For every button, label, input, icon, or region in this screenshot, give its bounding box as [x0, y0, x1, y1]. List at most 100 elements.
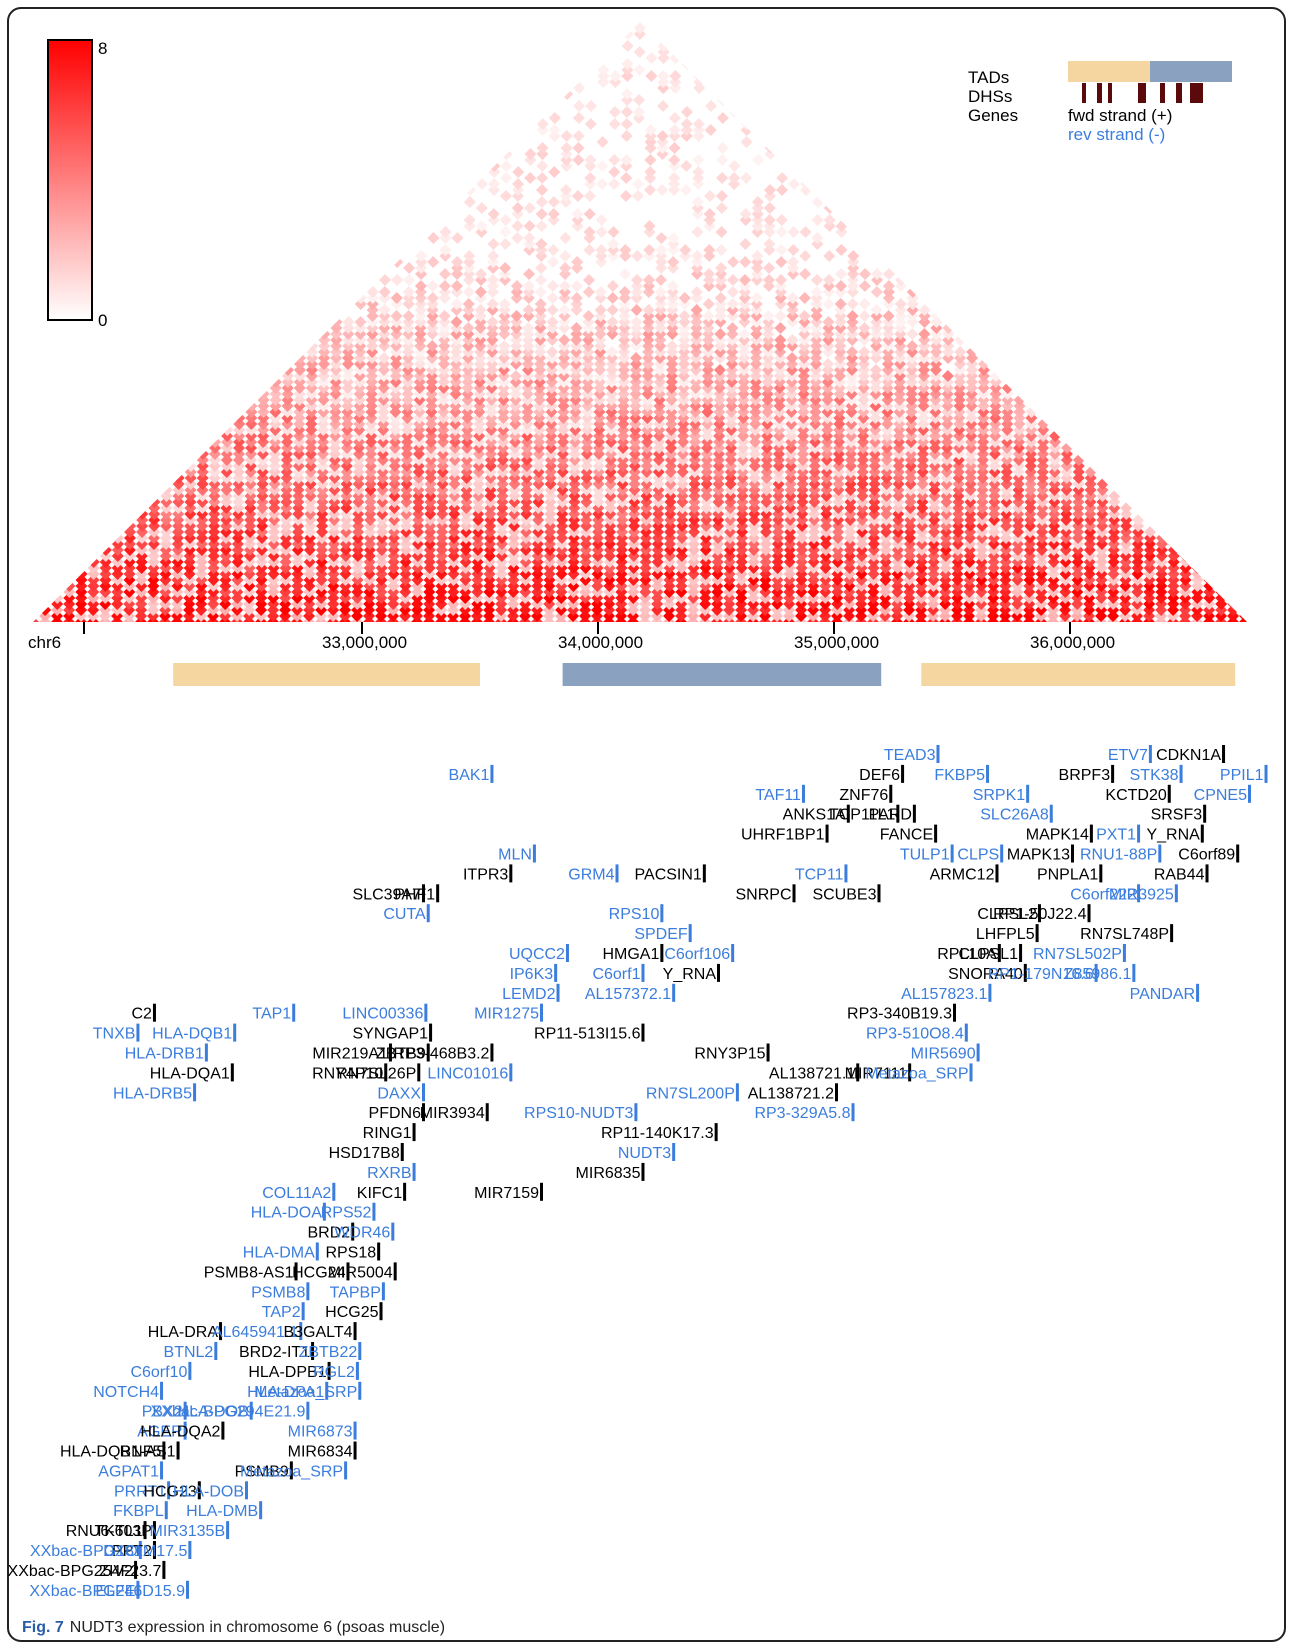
heatmap-cell — [620, 118, 633, 130]
gene-body — [1203, 804, 1207, 823]
gene-label: RNU1-88P — [1080, 847, 1157, 864]
gene-label: Metazoa_SRP — [254, 1384, 357, 1401]
gene-body — [1170, 924, 1174, 943]
heatmap-cell — [1012, 526, 1025, 538]
heatmap-cell — [644, 184, 657, 196]
heatmap-cell — [547, 244, 560, 256]
gene-label: RP1-50J22.4 — [993, 906, 1086, 923]
heatmap-cell — [391, 256, 404, 268]
gene-label: Y_RNA — [663, 966, 717, 983]
heatmap-cell — [608, 154, 621, 166]
gene-body — [641, 1023, 645, 1042]
gene-body — [393, 1262, 397, 1281]
gene-label: SLC26A8 — [980, 807, 1049, 824]
gene-body — [565, 944, 569, 962]
heatmap-cell — [559, 250, 572, 262]
gene-label: TAP2 — [262, 1304, 301, 1321]
x-tick-label: 35,000,000 — [794, 633, 879, 652]
gene-body — [702, 864, 706, 883]
gene-label: COL11A2 — [262, 1185, 331, 1202]
gene-label: UQCC2 — [509, 946, 565, 963]
gene-label: CDKN1A — [1156, 747, 1221, 764]
legend-tad-swatch-a — [1068, 61, 1150, 82]
colorbar-min-label: 0 — [98, 311, 107, 330]
heatmap-cell — [535, 196, 548, 208]
gene-label: AL157823.1 — [901, 986, 987, 1003]
heatmap-cell — [536, 160, 549, 172]
heatmap-cell — [906, 328, 919, 340]
heatmap-cell — [596, 160, 609, 172]
gene-label: XXbac-BPG181M17.5 — [30, 1543, 188, 1560]
heatmap-cell — [764, 148, 777, 160]
gene-body — [426, 904, 430, 923]
heatmap-cell — [608, 178, 621, 190]
heatmap-cell — [523, 268, 536, 280]
gene-label: TULP1 — [900, 847, 950, 864]
gene-label: HLA-DRB1 — [125, 1046, 204, 1063]
gene-body — [835, 1083, 838, 1102]
gene-body — [152, 1003, 156, 1022]
gene-label: HMGA1 — [602, 946, 659, 963]
gene-label: HLA-DRB5 — [113, 1085, 192, 1102]
heatmap-cell — [534, 286, 547, 298]
heatmap-cell — [739, 238, 752, 250]
gene-body — [540, 1182, 543, 1201]
figure-caption: Fig. 7 NUDT3 expression in chromosome 6 (… — [22, 1619, 445, 1637]
heatmap-cell — [726, 274, 739, 286]
heatmap-cell — [582, 274, 595, 286]
gene-body — [424, 1003, 428, 1022]
x-axis: chr6 33,000,000 34,000,000 35,000,000 36,00… — [28, 622, 1115, 652]
heatmap-cell — [846, 298, 859, 310]
heatmap-cell — [561, 88, 574, 100]
heatmap-cell — [608, 106, 621, 118]
gene-body — [1264, 764, 1268, 783]
gene-label: RP3-329A5.8 — [754, 1105, 850, 1122]
heatmap-cell — [800, 184, 813, 196]
heatmap-cell — [870, 286, 883, 298]
gene-label: PNPLA1 — [1037, 866, 1098, 883]
heatmap-cell — [573, 82, 586, 94]
heatmap-cell — [595, 226, 608, 238]
gene-body — [615, 864, 619, 883]
heatmap-cell — [799, 268, 812, 280]
heatmap-cell — [774, 322, 787, 334]
gene-label: PARD — [869, 807, 912, 824]
heatmap-cell — [1239, 616, 1247, 622]
gene-label: BAK1 — [449, 767, 490, 784]
heatmap-cell — [619, 268, 632, 280]
heatmap-cell — [954, 334, 967, 346]
heatmap-cell — [657, 100, 670, 112]
gene-body — [353, 1322, 357, 1341]
gene-body — [660, 904, 664, 923]
gene-body — [230, 1063, 234, 1082]
gene-body — [306, 1401, 310, 1420]
heatmap-cell — [630, 304, 643, 316]
legend-dhs-mark — [1176, 83, 1182, 103]
heatmap-cell — [546, 292, 559, 304]
gene-label: HLA-DQA2 — [140, 1424, 220, 1441]
heatmap-cell — [524, 172, 537, 184]
gene-label: MIR6835 — [576, 1165, 641, 1182]
heatmap-cell — [534, 274, 547, 286]
gene-label: ZNF76 — [839, 787, 888, 804]
gene-label: DAXX — [377, 1085, 421, 1102]
gene-body — [1122, 944, 1126, 962]
heatmap-cell — [572, 112, 585, 124]
gene-body — [315, 1242, 319, 1261]
gene-label: FKBP5 — [934, 767, 985, 784]
gene-body — [1248, 784, 1251, 803]
gene-label: ZBTB22 — [299, 1344, 358, 1361]
gene-body — [953, 1003, 956, 1022]
gene-label: HLA-DRA — [148, 1324, 219, 1341]
heatmap-cell — [776, 172, 789, 184]
figure-text: NUDT3 expression in chromosome 6 (psoas … — [69, 1619, 446, 1636]
gene-label: MIR6873 — [288, 1424, 353, 1441]
heatmap-cell — [595, 214, 608, 226]
heatmap-cell — [511, 232, 524, 244]
gene-body — [412, 1162, 416, 1181]
heatmap-cell — [583, 244, 596, 256]
gene-body — [1158, 844, 1162, 863]
gene-body — [1179, 764, 1183, 783]
gene-body — [556, 983, 560, 1002]
